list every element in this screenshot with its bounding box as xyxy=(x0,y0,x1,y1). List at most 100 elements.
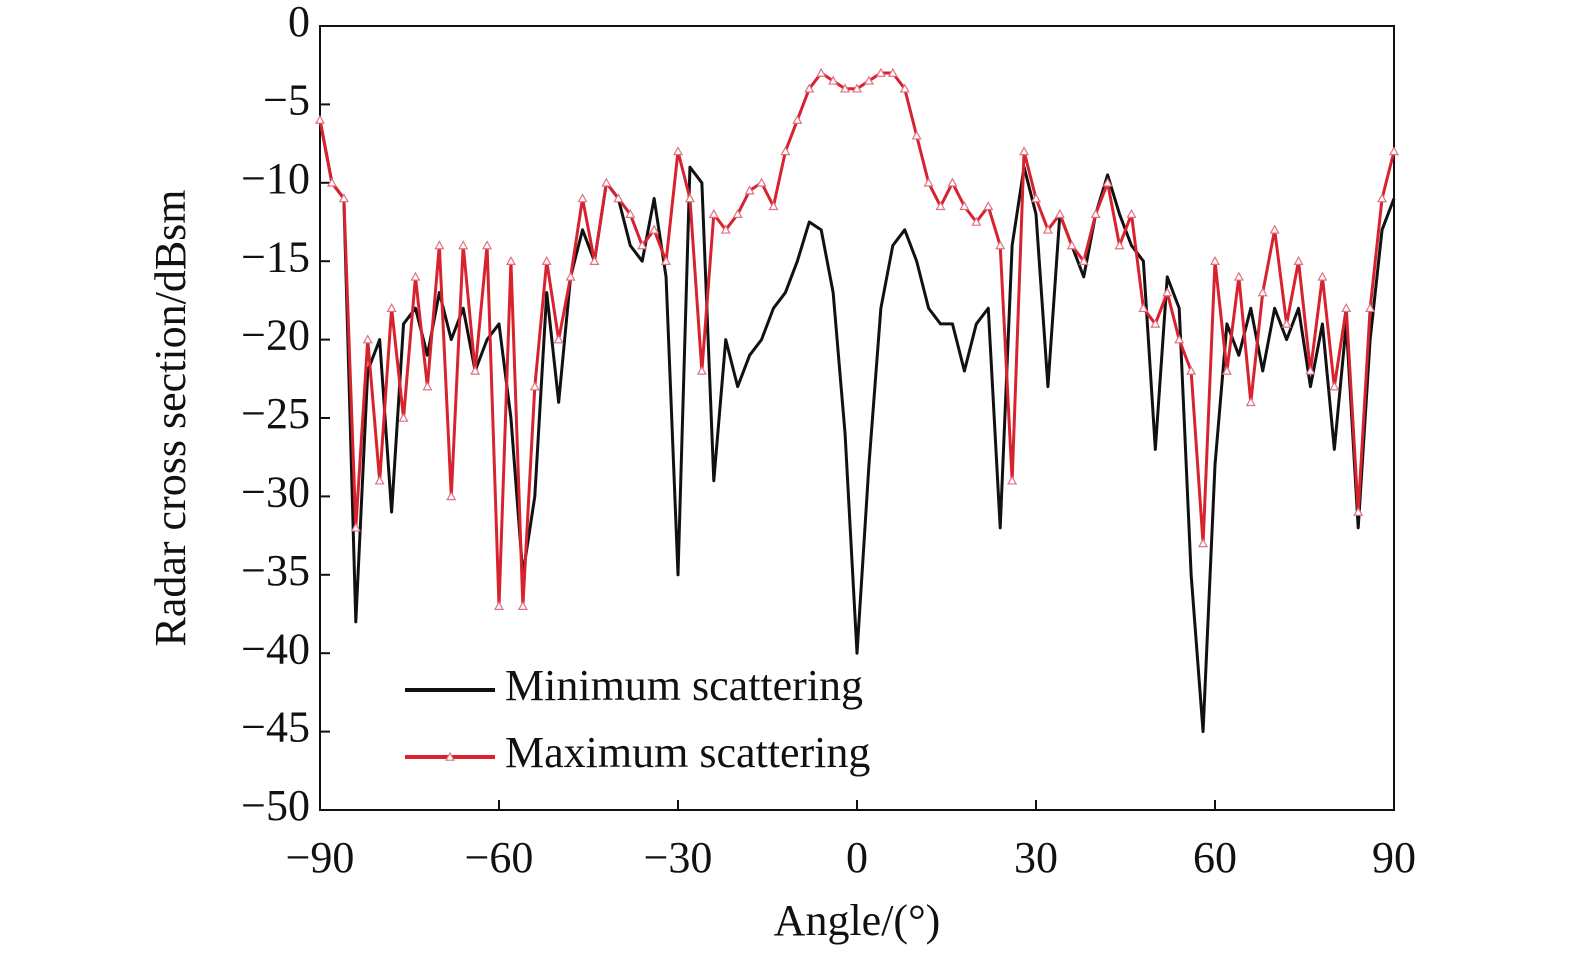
marker xyxy=(887,67,898,77)
y-tick-label: −25 xyxy=(241,389,310,438)
marker xyxy=(696,365,707,375)
series-line xyxy=(318,119,1396,734)
x-tick-label: 0 xyxy=(846,833,868,882)
marker xyxy=(505,255,516,265)
y-axis-label: Radar cross section/dBsm xyxy=(146,189,195,646)
marker xyxy=(1019,146,1030,156)
y-tick-label: −35 xyxy=(241,546,310,595)
marker xyxy=(1329,381,1340,391)
y-tick-label: −15 xyxy=(241,232,310,281)
marker xyxy=(792,114,803,124)
x-tick-label: 30 xyxy=(1014,833,1058,882)
marker xyxy=(1150,318,1161,328)
marker xyxy=(768,201,779,211)
legend-label: Minimum scattering xyxy=(505,661,863,710)
marker xyxy=(1245,397,1256,407)
marker xyxy=(338,193,349,203)
marker xyxy=(875,67,886,77)
marker xyxy=(398,412,409,422)
marker xyxy=(541,255,552,265)
marker xyxy=(565,271,576,281)
x-tick-label: 90 xyxy=(1372,833,1416,882)
marker xyxy=(1293,255,1304,265)
marker xyxy=(1090,208,1101,218)
marker xyxy=(1007,475,1018,485)
marker xyxy=(1281,318,1292,328)
marker xyxy=(1353,506,1364,516)
marker xyxy=(386,303,397,313)
marker xyxy=(851,83,863,93)
marker xyxy=(1209,255,1221,265)
marker xyxy=(649,224,660,234)
marker xyxy=(601,177,612,187)
marker xyxy=(911,130,922,140)
marker xyxy=(971,216,982,226)
marker xyxy=(744,185,755,195)
marker xyxy=(1102,177,1113,187)
y-tick-label: −50 xyxy=(241,781,310,830)
marker xyxy=(1317,271,1328,281)
y-tick-label: −5 xyxy=(263,75,310,124)
marker xyxy=(493,600,505,610)
marker xyxy=(1221,365,1232,375)
marker xyxy=(470,365,481,375)
marker xyxy=(1341,303,1352,313)
marker xyxy=(816,67,827,77)
marker xyxy=(1257,287,1268,297)
marker xyxy=(708,208,719,218)
marker xyxy=(947,177,958,187)
marker xyxy=(1174,334,1185,344)
marker xyxy=(995,240,1006,250)
marker xyxy=(1078,255,1089,265)
marker xyxy=(1138,303,1149,313)
marker xyxy=(1066,240,1077,250)
marker xyxy=(350,522,361,532)
marker xyxy=(1233,271,1244,281)
marker xyxy=(1269,224,1280,234)
marker xyxy=(828,75,839,85)
marker xyxy=(458,240,469,250)
marker xyxy=(362,334,373,344)
marker xyxy=(780,146,791,156)
y-tick-label: −45 xyxy=(241,703,310,752)
marker xyxy=(613,193,624,203)
marker xyxy=(1365,303,1376,313)
marker xyxy=(1030,193,1042,203)
marker xyxy=(1114,240,1125,250)
marker xyxy=(434,240,445,250)
legend-marker xyxy=(444,751,456,761)
marker xyxy=(661,255,672,265)
marker xyxy=(732,208,743,218)
marker xyxy=(1054,208,1065,218)
marker xyxy=(959,201,970,211)
marker xyxy=(625,208,636,218)
marker xyxy=(804,83,815,93)
marker xyxy=(326,177,337,187)
x-tick-label: −90 xyxy=(286,833,355,882)
marker xyxy=(577,193,588,203)
marker xyxy=(1305,365,1316,375)
marker xyxy=(983,201,994,211)
marker xyxy=(410,271,421,281)
marker xyxy=(1162,287,1173,297)
marker xyxy=(1126,208,1137,218)
marker xyxy=(1388,146,1400,156)
marker xyxy=(553,334,564,344)
marker xyxy=(422,381,433,391)
x-tick-label: −30 xyxy=(644,833,713,882)
y-tick-label: −10 xyxy=(241,154,310,203)
marker xyxy=(756,177,767,187)
marker xyxy=(446,491,457,501)
x-tick-label: 60 xyxy=(1193,833,1237,882)
marker xyxy=(684,193,695,203)
marker xyxy=(1198,538,1209,548)
marker xyxy=(589,255,600,265)
marker xyxy=(374,475,385,485)
marker xyxy=(1186,365,1197,375)
marker xyxy=(482,240,493,250)
legend-label: Maximum scattering xyxy=(505,728,870,777)
x-tick-label: −60 xyxy=(465,833,534,882)
x-axis-label: Angle/(°) xyxy=(774,896,941,945)
y-tick-label: 0 xyxy=(288,0,310,46)
